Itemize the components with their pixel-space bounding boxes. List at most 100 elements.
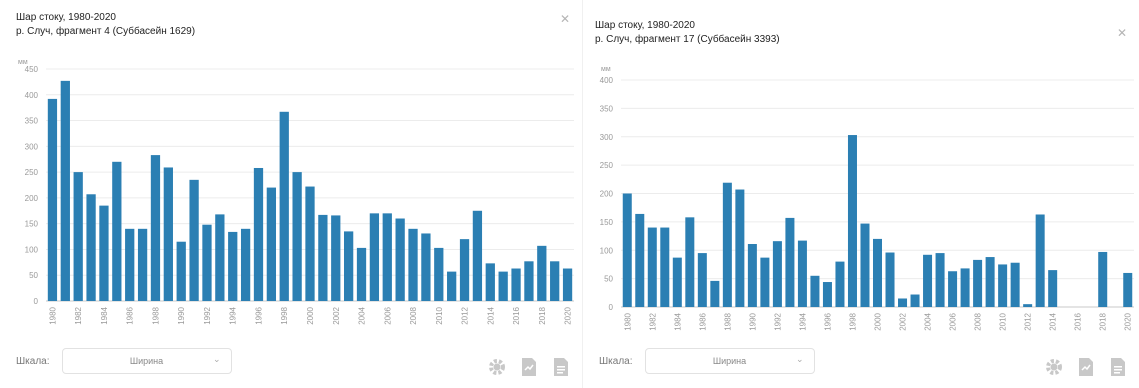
bar[interactable]: 1981: 164 — [635, 213, 645, 307]
bar[interactable]: 1996: 44 — [822, 282, 832, 307]
close-icon[interactable]: ✕ — [1116, 26, 1127, 40]
bar[interactable]: 1997: 220 — [266, 187, 277, 301]
bar[interactable]: 2009: 131 — [421, 233, 431, 301]
x-tick-label: 2020 — [564, 306, 573, 324]
bar[interactable]: 2014: 73 — [485, 263, 495, 301]
bar[interactable]: 2008: 83 — [973, 259, 983, 307]
bar[interactable]: 1982: 250 — [73, 172, 83, 301]
bar[interactable]: 1997: 80 — [835, 261, 845, 307]
bar[interactable]: 1988: 219 — [722, 182, 732, 307]
x-tick-label: 2000 — [874, 312, 883, 330]
bar[interactable]: 2000: 222 — [305, 186, 315, 301]
bar[interactable]: 2003: 135 — [343, 231, 354, 301]
bar[interactable]: 2006: 63 — [948, 271, 958, 307]
bar[interactable]: 1988: 283 — [150, 155, 161, 301]
y-tick-label: 100 — [25, 245, 39, 254]
bar[interactable]: 2010: 75 — [998, 264, 1008, 307]
bar[interactable]: 1993: 168 — [215, 214, 225, 301]
x-tick-label: 2002 — [899, 312, 908, 330]
bar[interactable]: 1982: 140 — [647, 227, 657, 307]
bar[interactable]: 2003: 22 — [910, 294, 920, 307]
bar[interactable]: 1998: 303 — [847, 135, 857, 307]
bar[interactable]: 1992: 116 — [772, 241, 782, 307]
bar[interactable]: 1989: 259 — [163, 167, 173, 301]
x-tick-label: 1982 — [74, 306, 83, 324]
bar[interactable]: 2001: 167 — [318, 214, 328, 301]
bar[interactable]: 2018: 97 — [1098, 251, 1108, 307]
bar[interactable]: 2007: 160 — [395, 218, 405, 301]
export-icon[interactable] — [518, 356, 540, 378]
bar[interactable]: 1980: 200 — [622, 193, 632, 308]
bar[interactable]: 2005: 95 — [935, 253, 945, 307]
bar[interactable]: 2019: 77 — [550, 261, 560, 301]
bar[interactable]: 1989: 207 — [735, 189, 745, 307]
x-tick-label: 2016 — [512, 306, 521, 324]
bar[interactable]: 2020: 63 — [562, 268, 573, 301]
gear-icon[interactable] — [486, 356, 508, 378]
bar[interactable]: 2008: 140 — [408, 228, 418, 301]
bar[interactable]: 1994: 117 — [797, 240, 807, 307]
x-tick-label: 2008 — [409, 306, 418, 324]
close-icon[interactable]: ✕ — [559, 12, 570, 26]
bar[interactable]: 1992: 148 — [202, 224, 212, 301]
bar[interactable]: 2001: 96 — [885, 252, 895, 307]
scale-select[interactable]: Ширина ⌄ — [61, 348, 232, 374]
bar[interactable]: 1987: 46 — [710, 280, 720, 307]
bar[interactable]: 2004: 103 — [356, 247, 367, 301]
bar[interactable]: 2012: 120 — [459, 239, 470, 301]
bar[interactable]: 2011: 78 — [1010, 262, 1020, 307]
bar[interactable]: 1980: 392 — [47, 98, 58, 301]
bar[interactable]: 1991: 87 — [760, 257, 770, 307]
document-icon[interactable] — [550, 356, 572, 378]
document-icon[interactable] — [1107, 356, 1129, 378]
scale-select[interactable]: Ширина ⌄ — [644, 348, 815, 374]
bar[interactable]: 2014: 65 — [1048, 270, 1058, 307]
bar[interactable]: 1984: 185 — [99, 205, 109, 301]
bar[interactable]: 2009: 88 — [985, 257, 995, 307]
bar[interactable]: 1984: 87 — [672, 257, 682, 307]
bar[interactable]: 2017: 77 — [524, 261, 534, 301]
x-tick-label: 2008 — [974, 312, 983, 330]
bar[interactable]: 1998: 367 — [279, 111, 289, 302]
bar[interactable]: 1983: 140 — [660, 227, 670, 307]
bar[interactable]: 2010: 103 — [434, 247, 444, 301]
bar[interactable]: 1986: 140 — [125, 228, 135, 301]
bar[interactable]: 1990: 115 — [176, 241, 186, 301]
bar[interactable]: 2012: 5 — [1023, 304, 1033, 307]
bar[interactable]: 1995: 140 — [240, 228, 251, 301]
bar[interactable]: 2004: 92 — [923, 254, 933, 307]
bar[interactable]: 2000: 120 — [872, 238, 883, 307]
bar[interactable]: 1983: 207 — [86, 194, 96, 301]
bar[interactable]: 1996: 258 — [253, 167, 264, 301]
bar[interactable]: 2018: 107 — [537, 245, 547, 301]
bar[interactable]: 2020: 60 — [1123, 272, 1133, 307]
bar[interactable]: 2007: 68 — [960, 268, 970, 307]
bar[interactable]: 1999: 250 — [292, 172, 302, 301]
bar[interactable]: 1987: 140 — [137, 228, 148, 301]
bar[interactable]: 1985: 270 — [112, 161, 122, 301]
bar[interactable]: 2006: 170 — [382, 213, 392, 301]
bar[interactable]: 2013: 163 — [1035, 214, 1045, 307]
bar[interactable]: 1985: 158 — [685, 217, 695, 307]
y-axis-label: мм — [18, 59, 28, 66]
bar[interactable]: 1994: 134 — [228, 231, 238, 301]
bar[interactable]: 2002: 166 — [331, 215, 341, 301]
bar[interactable]: 1986: 95 — [697, 253, 707, 307]
export-icon[interactable] — [1075, 356, 1097, 378]
bar[interactable]: 2011: 57 — [447, 271, 457, 301]
bar[interactable]: 2013: 175 — [472, 210, 483, 301]
bar[interactable]: 1993: 157 — [785, 217, 795, 307]
bar[interactable]: 2016: 63 — [511, 268, 521, 301]
bar[interactable]: 2015: 57 — [498, 271, 508, 301]
bar[interactable]: 1999: 147 — [860, 223, 870, 307]
bar[interactable]: 1990: 111 — [747, 244, 757, 307]
bar[interactable]: 1991: 235 — [189, 179, 199, 301]
x-tick-label: 2010 — [999, 312, 1008, 330]
y-tick-label: 400 — [25, 91, 39, 100]
bar[interactable]: 2005: 170 — [369, 213, 380, 301]
bar[interactable]: 2002: 15 — [898, 298, 908, 307]
x-tick-label: 2012 — [461, 306, 470, 324]
gear-icon[interactable] — [1043, 356, 1065, 378]
bar[interactable]: 1981: 427 — [60, 80, 70, 301]
bar[interactable]: 1995: 55 — [810, 275, 820, 307]
